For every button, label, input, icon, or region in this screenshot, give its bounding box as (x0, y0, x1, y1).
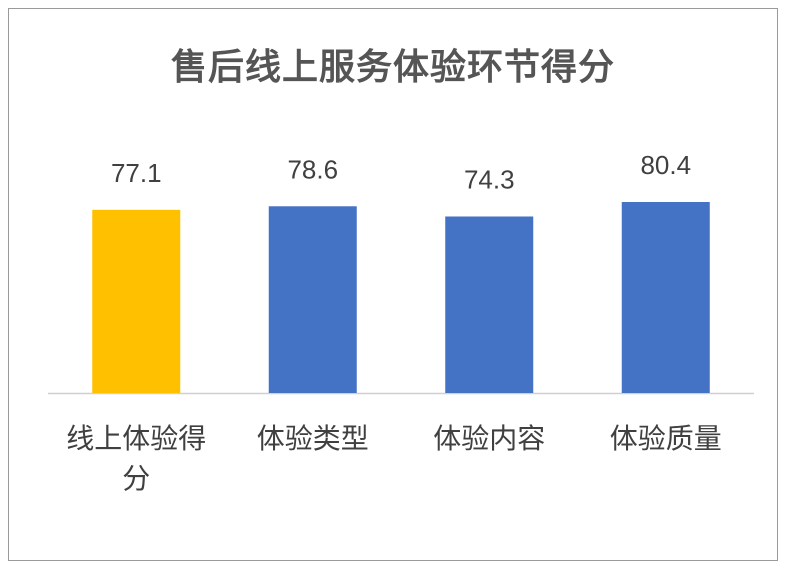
bar-4 (621, 202, 710, 393)
data-label-3: 74.3 (464, 164, 515, 194)
bar-1 (92, 209, 181, 393)
bar-2 (268, 206, 357, 393)
data-label-4: 80.4 (640, 150, 691, 180)
category-label-1: 分 (122, 462, 150, 495)
chart-title: 售后线上服务体验环节得分 (170, 47, 615, 88)
category-label-3: 体验内容 (433, 422, 545, 455)
category-label-2: 体验类型 (257, 422, 369, 455)
category-label-1: 线上体验得 (66, 422, 206, 455)
data-label-2: 78.6 (287, 154, 338, 184)
bar-3 (445, 216, 534, 393)
category-label-4: 体验质量 (610, 422, 722, 455)
data-label-1: 77.1 (111, 158, 162, 188)
